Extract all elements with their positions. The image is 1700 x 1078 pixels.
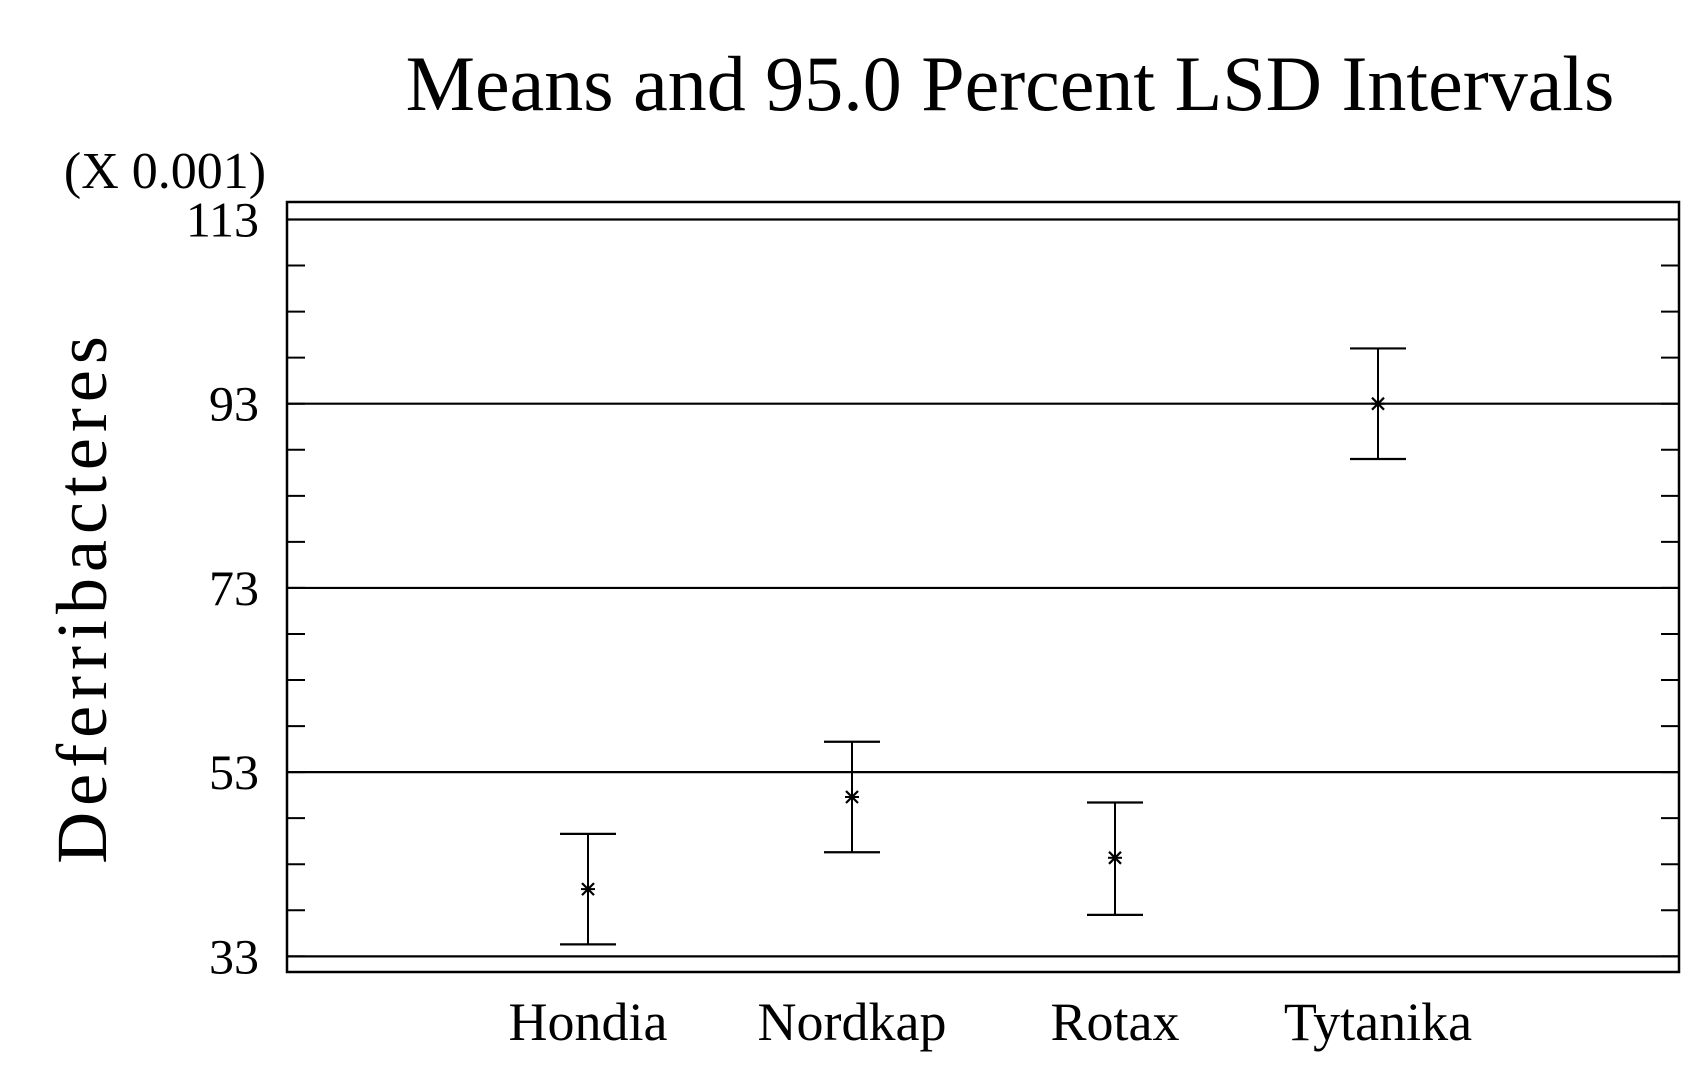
x-tick-label: Hondia (509, 992, 668, 1052)
interval-mark (560, 832, 616, 946)
y-tick-label: 33 (209, 928, 259, 984)
interval-marks (560, 347, 1406, 946)
y-axis-multiplier-label: (X 0.001) (64, 143, 266, 200)
y-tick-label: 113 (186, 192, 259, 248)
y-tick-label: 73 (209, 560, 259, 616)
interval-mark (824, 740, 880, 854)
interval-mark (1350, 347, 1406, 461)
y-tick-label: 53 (209, 744, 259, 800)
chart-title: Means and 95.0 Percent LSD Intervals (406, 40, 1615, 127)
y-axis-label: Deferribacteres (42, 330, 122, 864)
gridlines (287, 218, 1679, 958)
x-tick-label: Rotax (1051, 992, 1180, 1052)
x-tick-label: Nordkap (758, 992, 947, 1052)
y-tick-label: 93 (209, 376, 259, 432)
x-tick-labels: Hondia Nordkap Rotax Tytanika (509, 992, 1473, 1052)
y-tick-labels: 33 53 73 93 113 (186, 192, 259, 985)
plot-frame (285, 200, 1681, 974)
axis-ticks (287, 218, 1679, 958)
interval-mark (1087, 801, 1143, 916)
x-tick-label: Tytanika (1284, 992, 1472, 1052)
